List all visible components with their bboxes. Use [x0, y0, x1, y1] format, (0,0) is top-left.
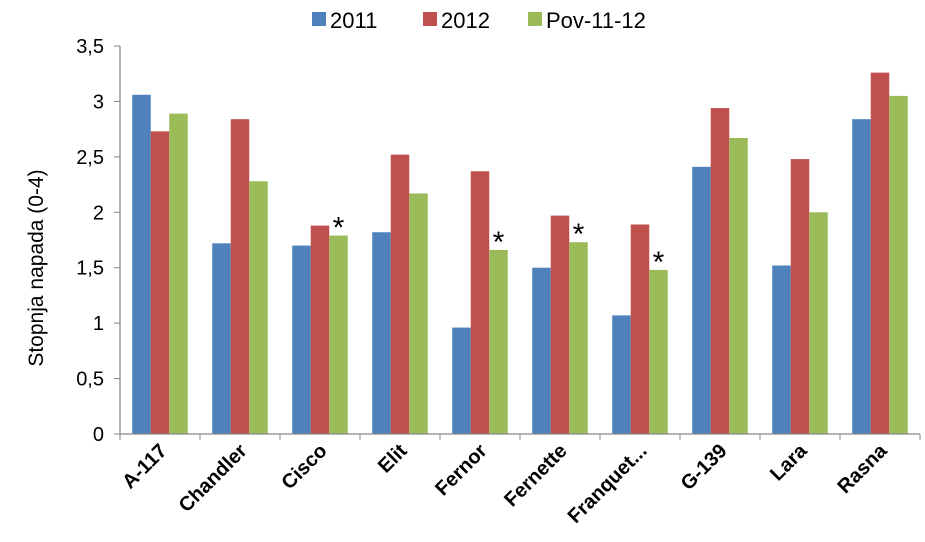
x-tick-label: Elit — [374, 440, 412, 478]
axes — [119, 46, 921, 440]
significance-asterisk: * — [653, 246, 665, 279]
y-tick-label: 3,5 — [76, 36, 104, 58]
bar-pov-11-12-g-139 — [729, 138, 748, 435]
x-tick-label: G-139 — [677, 440, 732, 495]
bar-2011-elit — [372, 232, 391, 434]
y-tick-label: 3 — [93, 91, 104, 113]
legend-swatch — [528, 12, 542, 26]
y-tick-label: 1,5 — [76, 258, 104, 280]
x-tick-label: Rasna — [834, 439, 893, 498]
bar-2012-cisco — [310, 225, 330, 434]
bar-pov-11-12-a-117 — [169, 113, 188, 434]
bar-pov-11-12-chandler — [249, 181, 268, 434]
x-tick-label: A-117 — [118, 440, 171, 493]
legend-label: 2011 — [330, 8, 377, 33]
bar-pov-11-12-elit — [409, 193, 428, 434]
annotations: * * * * — [333, 212, 665, 279]
legend: 2011 2012 Pov-11-12 — [312, 8, 646, 33]
bar-2012-a-117 — [150, 131, 170, 435]
bar-pov-11-12-franquet- — [649, 269, 668, 434]
bar-2011-g-139 — [692, 166, 711, 434]
y-tick-label: 2,5 — [76, 147, 104, 169]
y-axis-label: Stopnja napada (0-4) — [25, 169, 48, 366]
bar-pov-11-12-lara — [809, 212, 828, 434]
bar-pov-11-12-fernette — [569, 242, 588, 434]
x-tick-label: Fernette — [500, 440, 571, 511]
legend-swatch — [312, 12, 326, 26]
x-axis-labels: A-117 Chandler Cisco Elit Fernor FernetteFran… — [118, 439, 892, 527]
bar-2011-cisco — [292, 245, 311, 434]
significance-asterisk: * — [333, 212, 345, 245]
x-tick-label: Fernor — [431, 440, 491, 500]
bar-2011-lara — [772, 265, 791, 434]
bar-2011-rasna — [852, 119, 871, 434]
bar-2012-chandler — [230, 119, 250, 434]
legend-label: 2012 — [441, 8, 490, 33]
bar-2012-fernette — [550, 215, 570, 434]
y-tick-label: 1 — [93, 313, 104, 335]
bar-2011-franquet- — [612, 315, 631, 434]
bar-2012-fernor — [470, 171, 490, 435]
bar-pov-11-12-rasna — [889, 95, 908, 434]
bar-pov-11-12-cisco — [329, 235, 348, 434]
bars — [132, 72, 908, 435]
bar-2011-fernette — [532, 267, 551, 434]
bar-2012-rasna — [870, 72, 890, 434]
legend-swatch — [423, 12, 437, 26]
bar-2011-chandler — [212, 243, 231, 434]
bar-2011-fernor — [452, 327, 471, 434]
bar-2012-elit — [390, 154, 410, 434]
bar-2011-a-117 — [132, 94, 151, 434]
bar-pov-11-12-fernor — [489, 249, 508, 434]
bar-2012-lara — [790, 159, 810, 434]
x-tick-label: Franquet... — [564, 440, 652, 528]
y-tick-label: 0,5 — [76, 369, 104, 391]
bar-2012-franquet- — [630, 224, 650, 434]
legend-label: Pov-11-12 — [546, 8, 646, 33]
x-tick-label: Cisco — [277, 440, 331, 494]
bar-2012-g-139 — [710, 108, 730, 434]
y-axis-ticks: 0 0,5 1 1,5 2 2,5 3 3,5 — [76, 36, 120, 446]
significance-asterisk: * — [573, 218, 585, 251]
significance-asterisk: * — [493, 226, 505, 259]
y-tick-label: 2 — [93, 202, 104, 224]
x-tick-label: Lara — [766, 439, 812, 485]
x-tick-label: Chandler — [175, 440, 252, 517]
y-tick-label: 0 — [93, 424, 104, 446]
